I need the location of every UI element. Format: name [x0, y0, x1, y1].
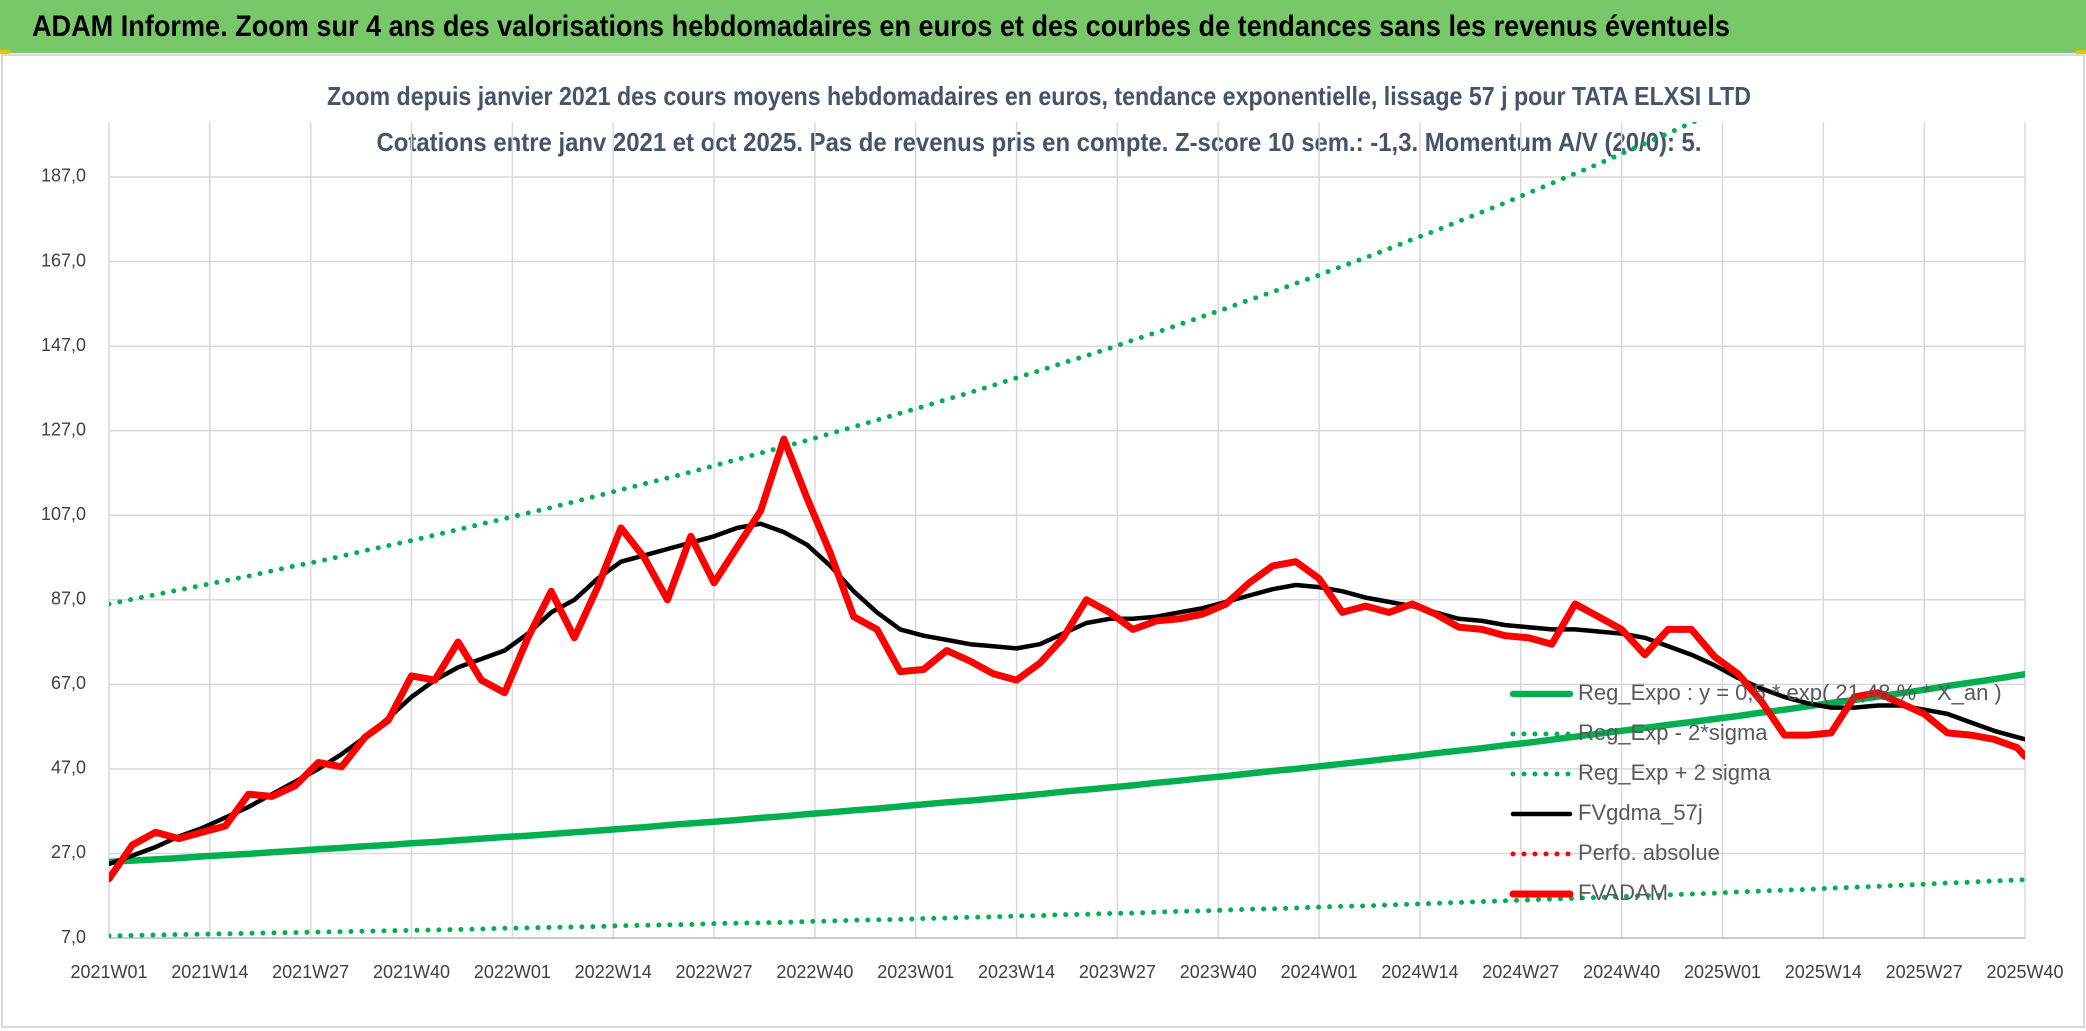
y-tick-label: 67,0 — [51, 673, 86, 693]
x-tick-label: 2024W40 — [1583, 962, 1660, 982]
y-tick-label: 7,0 — [61, 927, 86, 947]
plot-area — [109, 122, 2025, 938]
x-tick-label: 2025W40 — [1986, 962, 2063, 982]
y-tick-label: 147,0 — [41, 335, 86, 355]
series-line — [109, 877, 2025, 938]
x-tick-label: 2021W14 — [171, 962, 248, 982]
x-tick-label: 2023W27 — [1079, 962, 1156, 982]
legend-label: Reg_Expo : y = 0,5 * exp( 21,48 % * X_an… — [1578, 680, 2002, 705]
legend-label: Perfo. absolue — [1578, 840, 1720, 865]
x-tick-label: 2025W14 — [1785, 962, 1862, 982]
series-line — [109, 122, 1700, 607]
x-tick-label: 2022W40 — [776, 962, 853, 982]
x-tick-label: 2023W40 — [1180, 962, 1257, 982]
legend-label: Reg_Exp + 2 sigma — [1578, 760, 1771, 785]
y-tick-label: 87,0 — [51, 589, 86, 609]
legend-label: Reg_Exp - 2*sigma — [1578, 720, 1768, 745]
legend-label: FVADAM — [1578, 880, 1668, 905]
header-bar — [0, 0, 2086, 53]
x-tick-label: 2024W01 — [1281, 962, 1358, 982]
legend-label: FVgdma_57j — [1578, 800, 1703, 825]
x-tick-label: 2024W14 — [1381, 962, 1458, 982]
x-tick-label: 2022W01 — [474, 962, 551, 982]
y-tick-label: 27,0 — [51, 842, 86, 862]
y-tick-label: 47,0 — [51, 758, 86, 778]
chart-frame — [1, 54, 2085, 1028]
corner-accent — [2076, 50, 2086, 54]
series-line — [109, 670, 2025, 866]
y-tick-label: 167,0 — [41, 250, 86, 270]
page-title: ADAM Informe. Zoom sur 4 ans des valoris… — [32, 10, 1730, 43]
corner-accent — [0, 50, 10, 54]
x-tick-label: 2024W27 — [1482, 962, 1559, 982]
x-tick-label: 2022W14 — [575, 962, 652, 982]
x-tick-label: 2023W01 — [877, 962, 954, 982]
y-tick-label: 107,0 — [41, 504, 86, 524]
chart-title: Zoom depuis janvier 2021 des cours moyen… — [327, 81, 1751, 111]
x-tick-label: 2025W01 — [1684, 962, 1761, 982]
x-tick-label: 2021W01 — [70, 962, 147, 982]
x-tick-label: 2021W27 — [272, 962, 349, 982]
x-tick-label: 2022W27 — [676, 962, 753, 982]
chart-subtitle: Cotations entre janv 2021 et oct 2025. P… — [377, 127, 1702, 157]
x-tick-label: 2023W14 — [978, 962, 1055, 982]
y-tick-label: 187,0 — [41, 166, 86, 186]
y-tick-label: 127,0 — [41, 419, 86, 439]
x-tick-label: 2021W40 — [373, 962, 450, 982]
x-tick-label: 2025W27 — [1886, 962, 1963, 982]
series-line — [109, 435, 2025, 883]
